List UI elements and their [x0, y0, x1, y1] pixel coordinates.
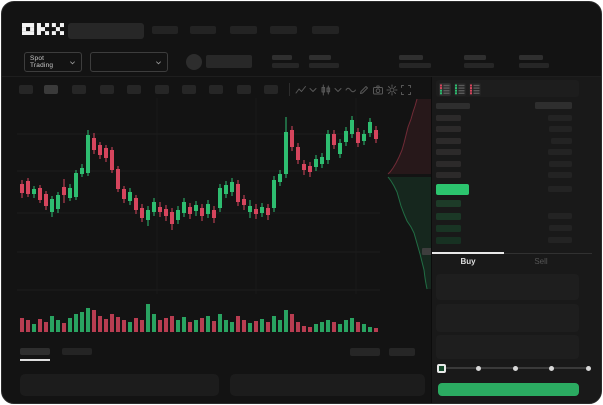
nav-link-placeholder[interactable] — [152, 26, 178, 34]
orderbook-ask-amount — [549, 161, 572, 167]
tab-sell[interactable]: Sell — [534, 257, 548, 266]
buy-submit-button[interactable] — [438, 383, 579, 396]
orderbook-ask-amount — [549, 126, 572, 132]
orderbook-ask-amount — [551, 138, 572, 144]
orderbook-col-header — [535, 102, 572, 109]
header-divider — [2, 76, 601, 77]
nav-link-placeholder[interactable] — [312, 26, 339, 34]
timeframe-button[interactable] — [155, 85, 169, 94]
settings-gear-icon[interactable] — [386, 84, 398, 96]
orderbook-ask-amount — [548, 149, 572, 155]
timeframe-button[interactable] — [44, 85, 58, 94]
camera-icon[interactable] — [372, 84, 384, 96]
slider-stop-dot[interactable] — [512, 365, 518, 371]
market-type-dropdown[interactable]: Spot Trading — [24, 52, 82, 72]
last-price-amount — [548, 186, 572, 192]
orderbook-ask-price[interactable] — [436, 138, 461, 144]
stat-label-placeholder — [464, 55, 486, 60]
trade-input-field[interactable] — [436, 304, 579, 332]
coin-avatar — [186, 54, 202, 70]
stat-label-placeholder — [272, 55, 292, 60]
book-asks-only-icon[interactable] — [469, 83, 481, 96]
stat-label-placeholder — [519, 55, 543, 60]
orderbook-bid-price[interactable] — [436, 225, 461, 232]
timeframe-button[interactable] — [209, 85, 223, 94]
book-combined-icon[interactable] — [439, 83, 451, 96]
book-bids-only-icon[interactable] — [454, 83, 466, 96]
orderbook-bid-amount — [548, 237, 572, 243]
timeframe-button[interactable] — [19, 85, 33, 94]
bottom-panel-placeholder — [230, 374, 425, 396]
orderbook-ask-price[interactable] — [436, 126, 461, 132]
orderbook-bid-price[interactable] — [436, 237, 461, 244]
chevron-down-icon — [156, 60, 161, 64]
nav-link-placeholder[interactable] — [270, 26, 297, 34]
market-type-label: Spot Trading — [30, 55, 54, 69]
active-tab-underline — [20, 359, 50, 361]
chevron-down-icon — [70, 60, 75, 64]
nav-link-placeholder[interactable] — [190, 26, 216, 34]
line-tool-icon[interactable] — [345, 84, 357, 96]
bottom-action-placeholder[interactable] — [350, 348, 380, 356]
stat-value-placeholder — [309, 63, 339, 68]
stat-value-placeholder — [519, 63, 549, 68]
bottom-action-placeholder[interactable] — [389, 348, 415, 356]
orderbook-ask-price[interactable] — [436, 161, 461, 167]
orderbook-bid-price[interactable] — [436, 200, 461, 207]
orderbook-ask-price[interactable] — [436, 149, 461, 155]
stat-value-placeholder — [272, 63, 299, 68]
orderbook-ask-amount — [548, 172, 572, 178]
chevron-down-icon[interactable] — [332, 84, 344, 96]
stat-label-placeholder — [399, 55, 423, 60]
orderbook-ask-amount — [548, 115, 572, 121]
trade-input-field[interactable] — [436, 335, 579, 359]
stat-label-placeholder — [309, 55, 331, 60]
orderbook-bid-amount — [549, 225, 572, 231]
slider-stop-dot[interactable] — [475, 365, 481, 371]
amount-slider-handle[interactable] — [436, 363, 446, 373]
bottom-panel-placeholder — [20, 374, 219, 396]
timeframe-button[interactable] — [100, 85, 114, 94]
indicators-icon[interactable] — [295, 84, 307, 96]
orderbook-bid-price[interactable] — [436, 213, 461, 220]
fullscreen-icon[interactable] — [400, 84, 412, 96]
orderbook-col-header — [436, 103, 470, 109]
timeframe-button[interactable] — [182, 85, 196, 94]
slider-stop-dot[interactable] — [585, 365, 591, 371]
search-input[interactable] — [68, 23, 144, 39]
pair-name-placeholder — [206, 55, 252, 68]
pair-dropdown[interactable] — [90, 52, 168, 72]
last-price-badge[interactable] — [436, 184, 469, 195]
okx-logo — [22, 23, 64, 36]
trade-tabs-divider — [432, 252, 592, 254]
orderbook-ask-price[interactable] — [436, 172, 461, 178]
bottom-tab[interactable] — [62, 348, 92, 355]
timeframe-button[interactable] — [72, 85, 86, 94]
chevron-down-icon[interactable] — [307, 84, 319, 96]
tab-buy[interactable]: Buy — [460, 257, 476, 266]
draw-tool-icon[interactable] — [358, 84, 370, 96]
slider-stop-dot[interactable] — [548, 365, 554, 371]
stat-value-placeholder — [464, 63, 494, 68]
trade-input-field[interactable] — [436, 274, 579, 300]
active-tab-indicator — [432, 251, 504, 254]
orderbook-bid-amount — [548, 213, 572, 219]
candle-style-icon[interactable] — [320, 84, 332, 96]
toolbar-divider — [289, 83, 290, 96]
orderbook-ask-price[interactable] — [436, 115, 461, 121]
timeframe-button[interactable] — [237, 85, 251, 94]
bottom-tab[interactable] — [20, 348, 50, 355]
timeframe-button[interactable] — [264, 85, 278, 94]
nav-link-placeholder[interactable] — [230, 26, 257, 34]
timeframe-button[interactable] — [127, 85, 141, 94]
stat-value-placeholder — [399, 63, 431, 68]
